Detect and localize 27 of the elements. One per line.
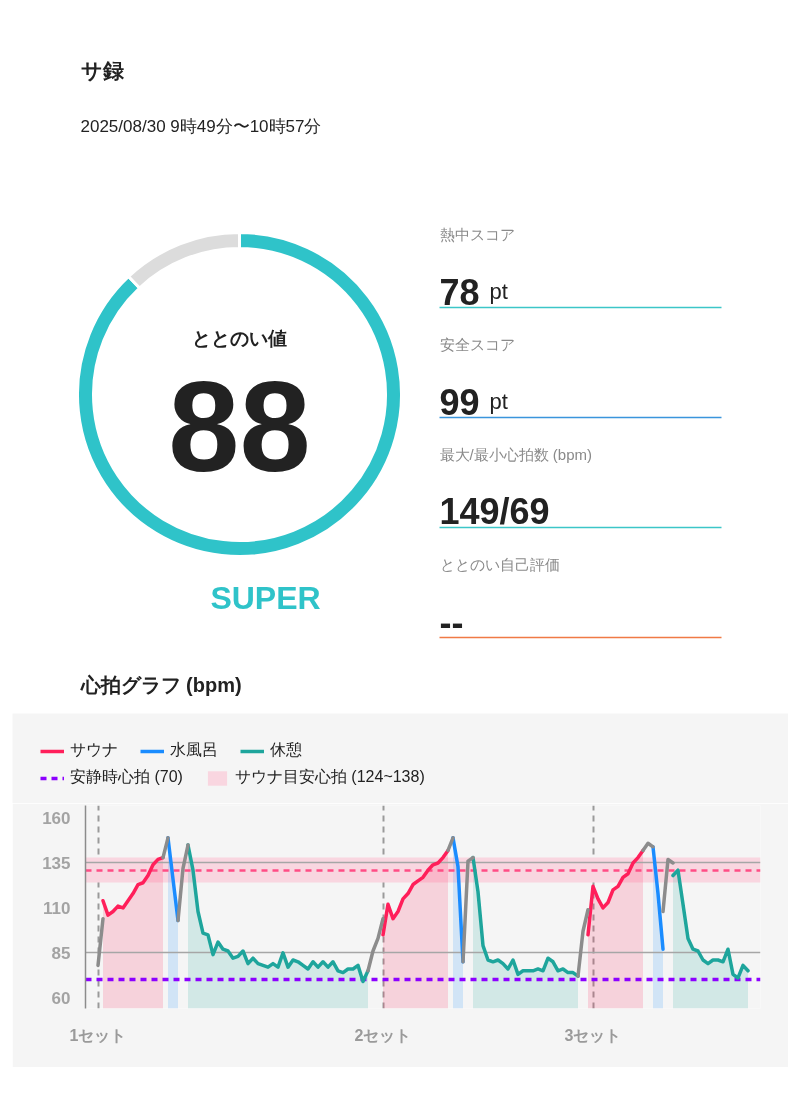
chart-subtitle: 2025/08/30 9時49分〜10時57分 xyxy=(80,117,322,136)
text: 熱中スコア xyxy=(439,226,515,243)
y-tick-label: 85 xyxy=(51,943,71,963)
data-label: 88 xyxy=(168,355,311,498)
legend-label: 水風呂 xyxy=(170,740,218,760)
y-tick-label: 135 xyxy=(42,853,71,873)
text: 最大/最小心拍数 (bpm) xyxy=(439,446,593,463)
text: 安全スコア xyxy=(439,336,515,353)
legend-label: 休憩 xyxy=(270,740,302,760)
legend-label: 安静時心拍 (70) xyxy=(70,767,183,787)
text: -- xyxy=(439,601,464,643)
legend-label: サウナ目安心拍 (124~138) xyxy=(234,767,425,787)
legend-label: サウナ xyxy=(70,740,118,760)
y-tick-label: 160 xyxy=(42,809,71,829)
y-tick-label: 110 xyxy=(43,898,71,918)
x-tick-label: 1セット xyxy=(69,1026,127,1044)
text: SUPER xyxy=(210,579,321,616)
text: ととのい自己評価 xyxy=(439,556,560,573)
text: 78 pt xyxy=(439,271,508,313)
y-tick-label: 60 xyxy=(51,988,71,1008)
chart-title: 心拍グラフ (bpm) xyxy=(79,673,242,696)
text: 99 pt xyxy=(439,381,508,423)
x-tick-label: 3セット xyxy=(564,1026,622,1044)
text: 149/69 xyxy=(439,491,550,532)
slice-label: ととのい値 xyxy=(192,328,287,349)
chart-title: サ録 xyxy=(80,59,124,82)
x-tick-label: 2セット xyxy=(354,1026,412,1044)
